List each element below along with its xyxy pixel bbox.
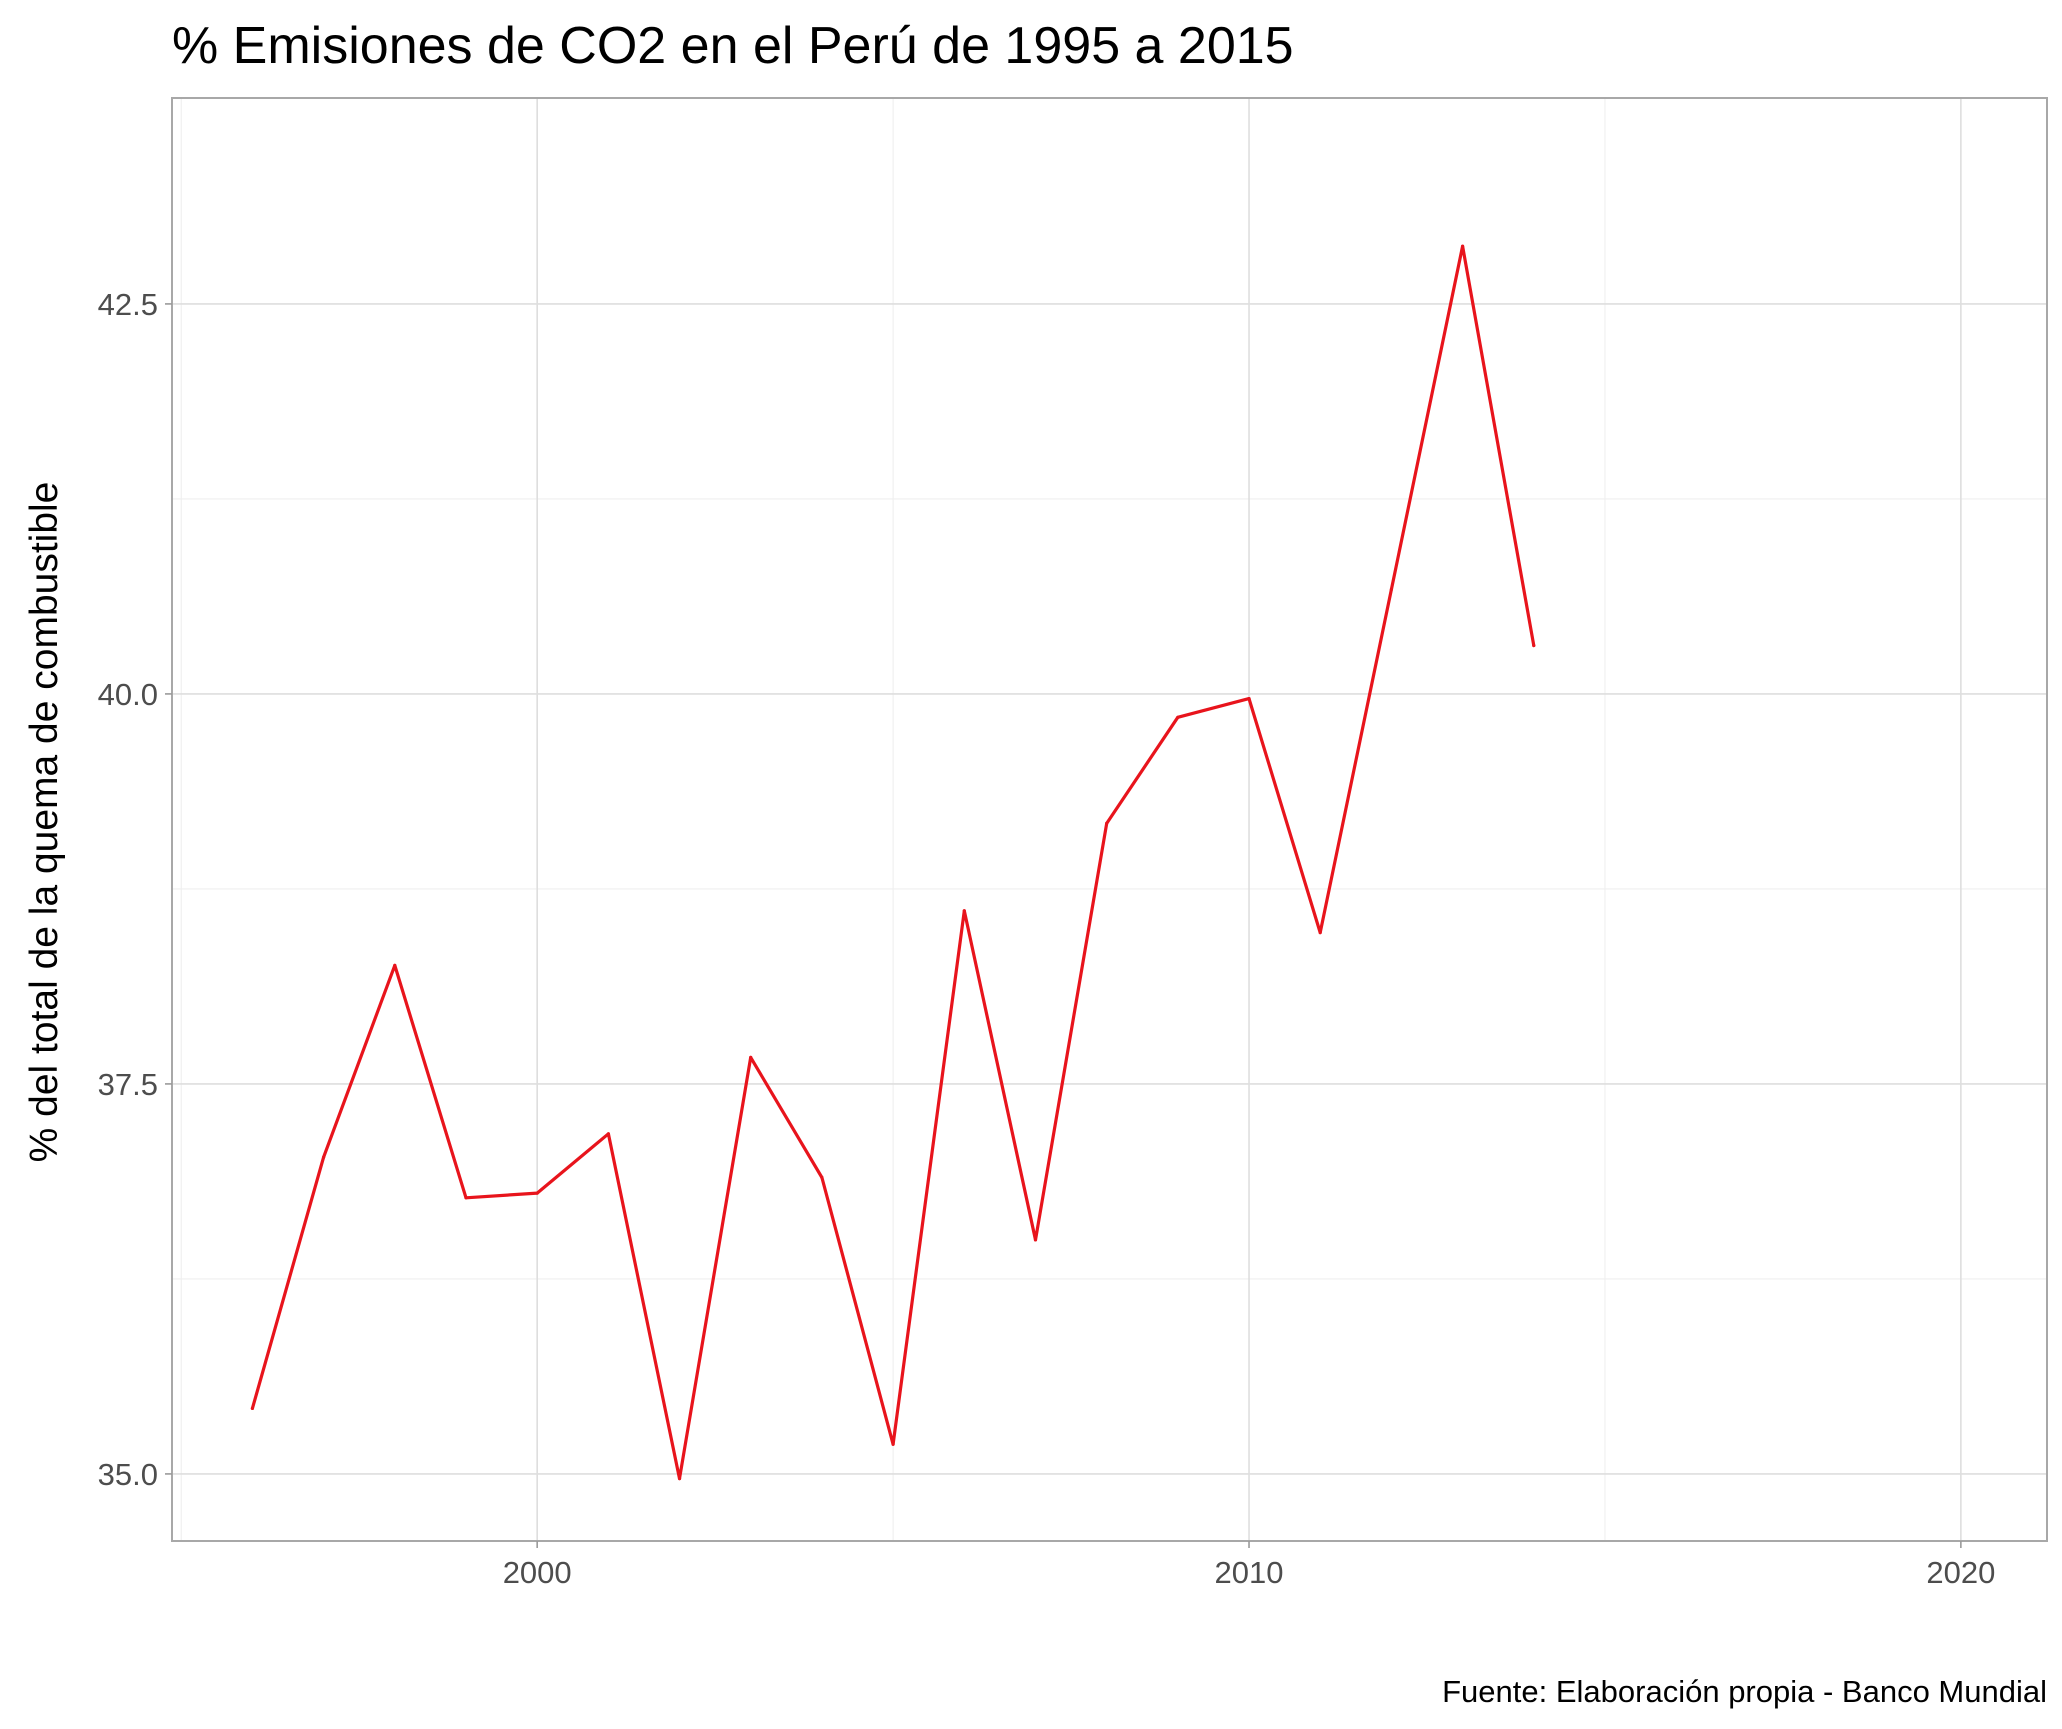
data-point [464, 1196, 468, 1200]
data-point [606, 1132, 610, 1136]
y-tick-label: 40.0 [98, 677, 158, 712]
data-point [962, 909, 966, 913]
x-tick-label: 2010 [1215, 1555, 1284, 1590]
data-point [1033, 1238, 1038, 1242]
axis-ticks: 2000 2010 2020 35.0 37.5 40.0 42.5 [98, 287, 1996, 1590]
data-point [250, 1406, 255, 1410]
data-point [1532, 643, 1536, 648]
data-point [322, 1155, 326, 1159]
y-axis-title: % del total de la quema de combustible [23, 482, 66, 1163]
data-point [1460, 244, 1465, 248]
minor-gridlines [172, 98, 2047, 1541]
data-point [393, 963, 397, 967]
chart-title: % Emisiones de CO2 en el Perú de 1995 a … [172, 17, 1294, 75]
data-point [1105, 821, 1109, 826]
data-point [1318, 931, 1322, 935]
y-tick-label: 37.5 [98, 1067, 158, 1102]
y-tick-label: 42.5 [98, 287, 158, 322]
series-layer [250, 244, 1536, 1481]
data-point [1389, 587, 1393, 592]
data-point [535, 1191, 539, 1195]
x-tick-label: 2020 [1926, 1555, 1995, 1590]
data-point [677, 1477, 682, 1481]
plot-panel-border [171, 97, 2048, 1542]
chart-caption: Fuente: Elaboración propia - Banco Mundi… [1442, 1674, 2047, 1709]
data-point [1247, 697, 1251, 701]
x-tick-label: 2000 [503, 1555, 572, 1590]
data-point [891, 1442, 895, 1446]
y-tick-label: 35.0 [98, 1457, 158, 1492]
data-point [749, 1055, 753, 1059]
data-point [1176, 715, 1180, 719]
major-gridlines [172, 98, 2047, 1541]
data-point [820, 1175, 824, 1180]
